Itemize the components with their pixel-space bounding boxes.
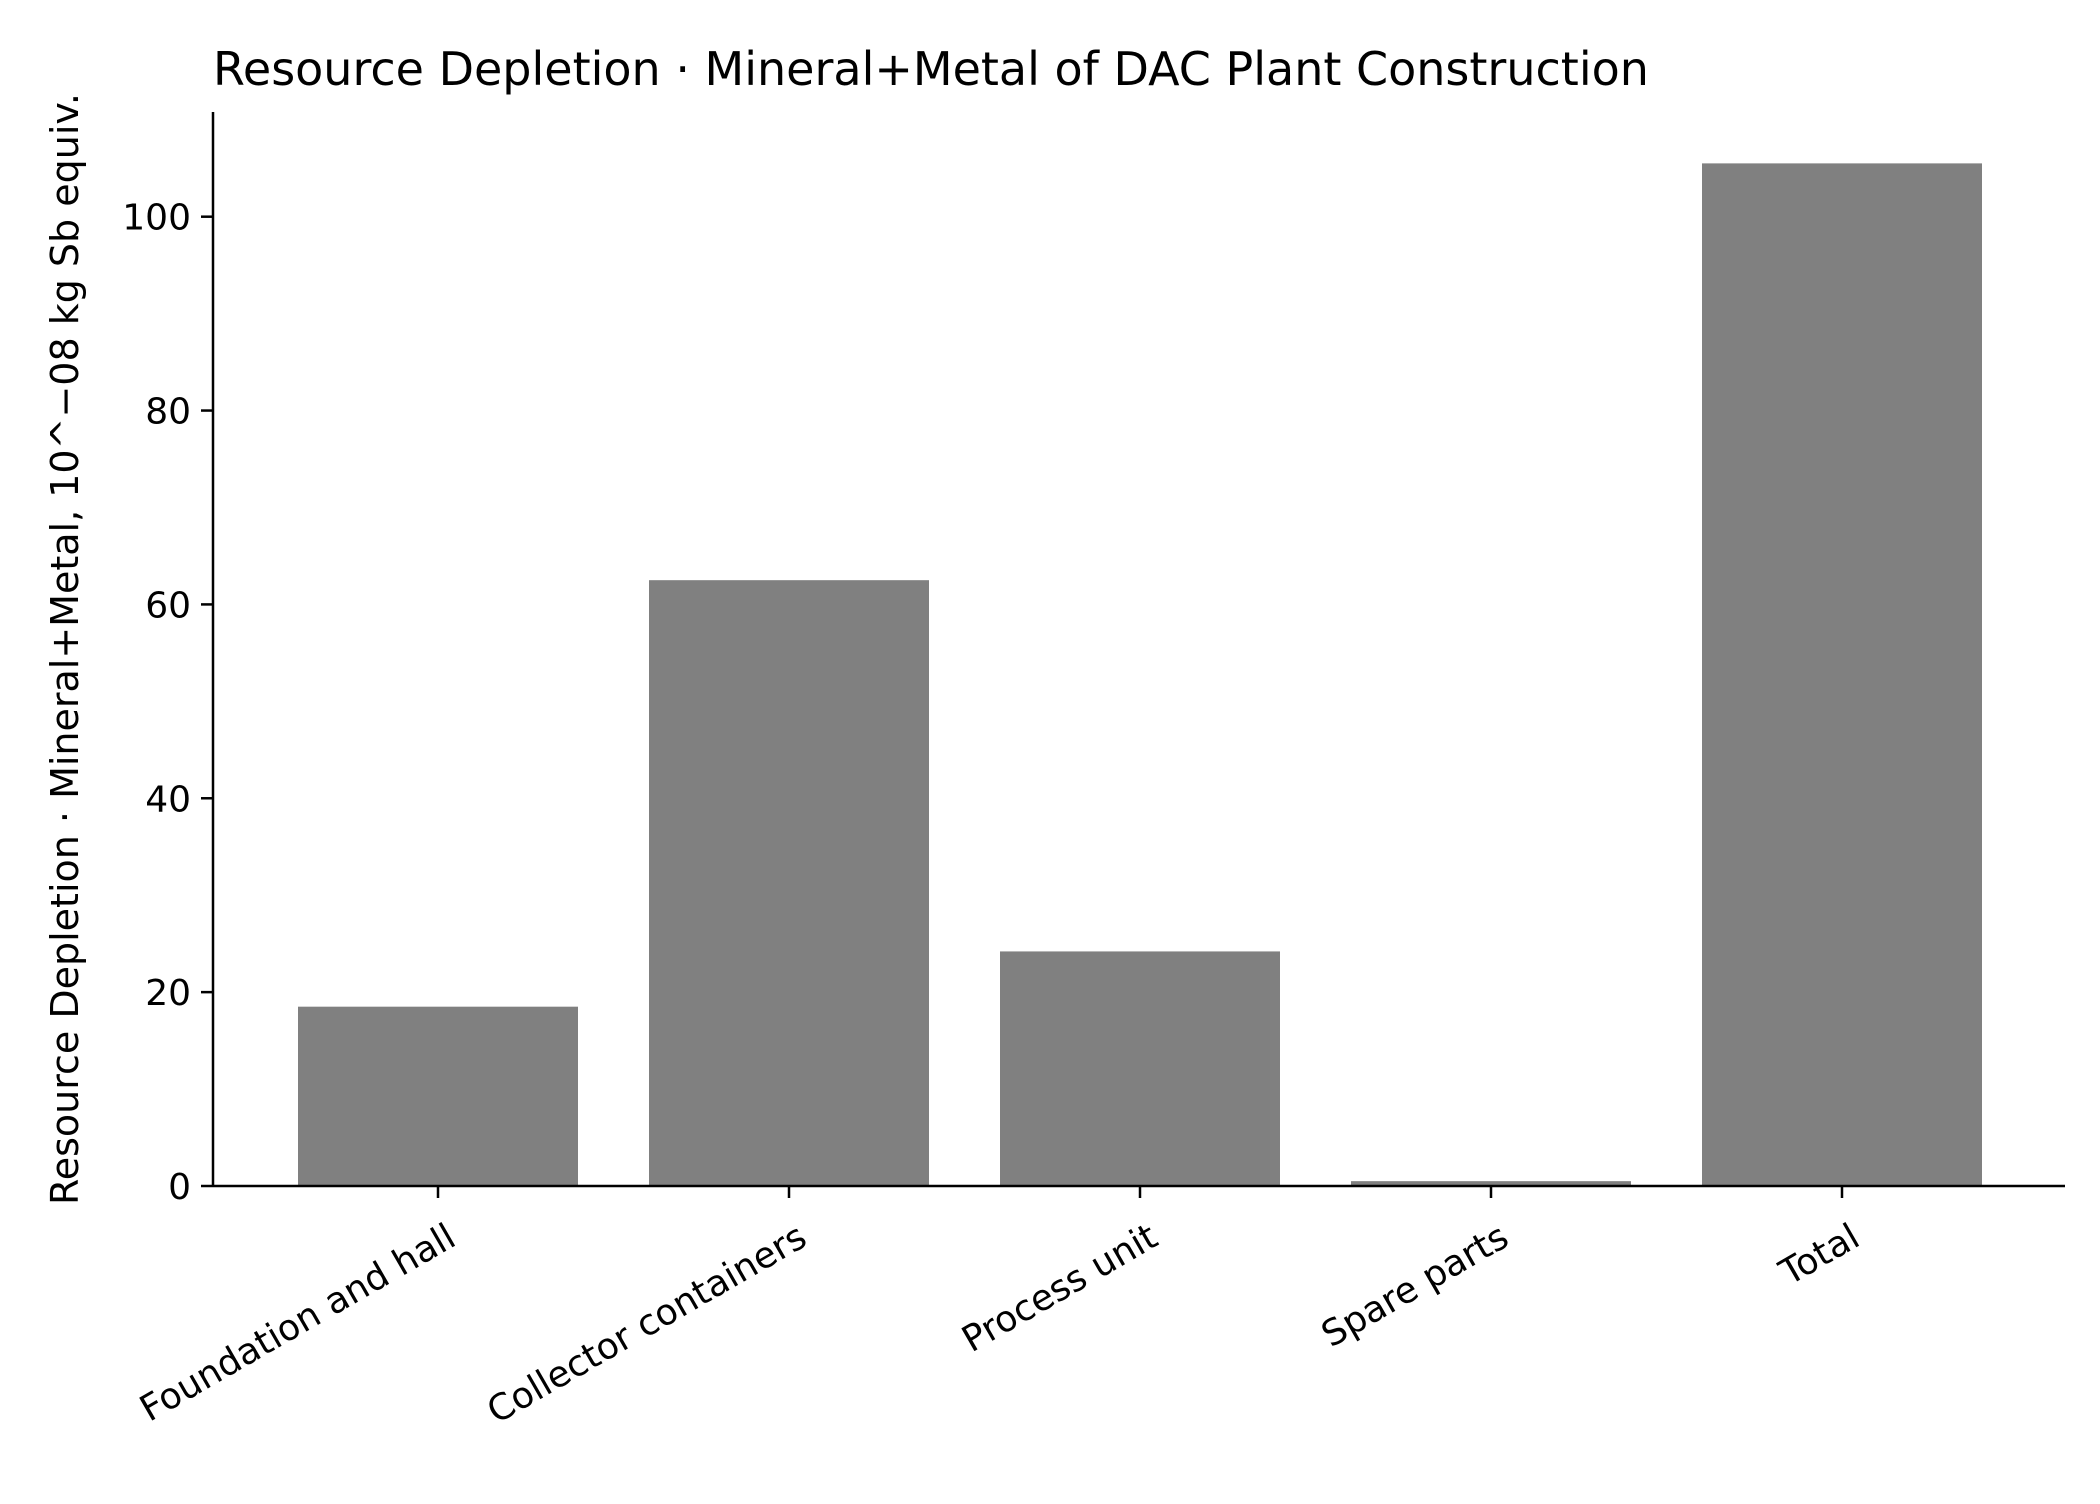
x-tick-label: Process unit bbox=[955, 1216, 1164, 1360]
bar-foundation-and-hall bbox=[298, 1006, 578, 1186]
bar-spare-parts bbox=[1351, 1181, 1631, 1186]
y-tick-label: 60 bbox=[145, 585, 191, 626]
y-tick-label: 100 bbox=[122, 198, 191, 239]
chart-title: Resource Depletion · Mineral+Metal of DA… bbox=[213, 42, 1649, 96]
y-axis-ticks: 0 20 40 60 80 100 bbox=[122, 198, 213, 1208]
x-tick-label: Spare parts bbox=[1315, 1216, 1516, 1355]
y-tick-label: 20 bbox=[145, 973, 191, 1014]
y-tick-label: 80 bbox=[145, 392, 191, 433]
y-tick-label: 40 bbox=[145, 779, 191, 820]
bar-collector-containers bbox=[649, 580, 929, 1186]
bar-process-unit bbox=[1000, 951, 1280, 1186]
x-tick-label: Collector containers bbox=[481, 1216, 814, 1432]
y-tick-label: 0 bbox=[168, 1167, 191, 1208]
x-tick-label: Total bbox=[1772, 1216, 1866, 1294]
x-axis-ticks: Foundation and hall Collector containers P… bbox=[133, 1186, 1867, 1432]
y-axis-label: Resource Depletion · Mineral+Metal, 10^−… bbox=[43, 93, 87, 1205]
bar-total bbox=[1702, 163, 1982, 1186]
x-tick-label: Foundation and hall bbox=[133, 1216, 462, 1430]
bars bbox=[298, 163, 1982, 1186]
